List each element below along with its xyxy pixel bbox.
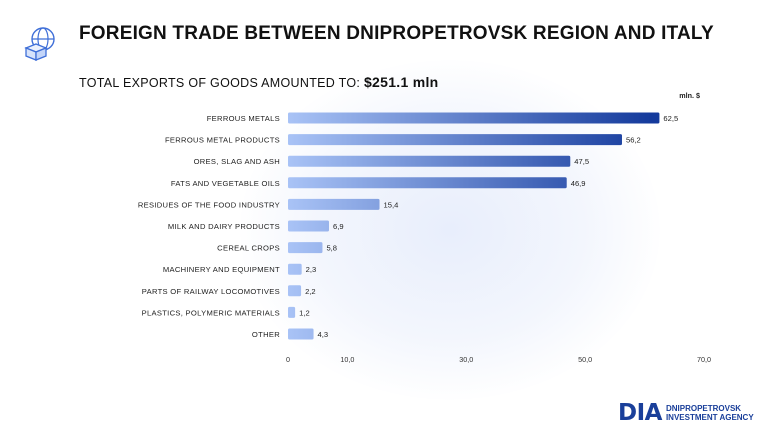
page-title: FOREIGN TRADE BETWEEN DNIPROPETROVSK REG… <box>79 23 714 44</box>
value-label: 4,3 <box>318 330 329 339</box>
x-tick-label: 0 <box>286 355 290 364</box>
value-label: 2,2 <box>305 287 316 296</box>
value-label: 56,2 <box>626 136 641 145</box>
value-label: 47,5 <box>574 157 589 166</box>
bar <box>288 306 296 318</box>
category-label: PLASTICS, POLYMERIC MATERIALS <box>142 308 280 317</box>
value-label: 46,9 <box>571 179 586 188</box>
brand-line-2: INVESTMENT AGENCY <box>665 413 754 422</box>
category-label: RESIDUES OF THE FOOD INDUSTRY <box>138 200 280 209</box>
category-label: FERROUS METALS <box>207 114 280 123</box>
value-label: 15,4 <box>384 200 399 209</box>
value-label: 5,8 <box>326 244 337 253</box>
unit-label: mln. $ <box>679 91 700 100</box>
bar <box>288 112 660 124</box>
subtitle-value: $251.1 mln <box>363 74 439 90</box>
category-label: OTHER <box>252 330 280 339</box>
bar <box>288 134 622 146</box>
x-tick-label: 30,0 <box>459 355 473 364</box>
brand-mark: DIA <box>618 400 662 426</box>
subtitle-text: TOTAL EXPORTS OF GOODS AMOUNTED TO: <box>79 76 361 90</box>
category-label: CEREAL CROPS <box>217 244 280 253</box>
value-label: 2,3 <box>306 265 317 274</box>
value-label: 1,2 <box>299 308 310 317</box>
brand-text: DNIPROPETROVSK INVESTMENT AGENCY <box>666 404 754 422</box>
brand-logo: DIA DNIPROPETROVSK INVESTMENT AGENCY <box>618 399 754 427</box>
value-label: 62,5 <box>663 114 678 123</box>
bar <box>288 177 567 189</box>
brand-line-1: DNIPROPETROVSK <box>665 404 742 413</box>
bar <box>288 328 314 340</box>
globe-trade-icon <box>24 27 55 61</box>
bar <box>288 242 323 254</box>
x-tick-label: 70,0 <box>697 355 711 364</box>
bar <box>288 155 571 167</box>
value-label: 6,9 <box>333 222 344 231</box>
page-subtitle: TOTAL EXPORTS OF GOODS AMOUNTED TO: $251… <box>79 74 439 90</box>
category-label: FERROUS METAL PRODUCTS <box>165 136 280 145</box>
x-tick-label: 10,0 <box>340 355 354 364</box>
bar <box>288 198 380 210</box>
category-label: PARTS OF RAILWAY LOCOMOTIVES <box>142 287 280 296</box>
category-label: ORES, SLAG AND ASH <box>194 157 280 166</box>
bar <box>288 263 302 275</box>
bar <box>288 285 302 297</box>
category-label: MILK AND DAIRY PRODUCTS <box>168 222 280 231</box>
category-label: FATS AND VEGETABLE OILS <box>171 179 280 188</box>
bar <box>288 220 330 232</box>
x-tick-label: 50,0 <box>578 355 592 364</box>
category-label: MACHINERY AND EQUIPMENT <box>163 265 280 274</box>
